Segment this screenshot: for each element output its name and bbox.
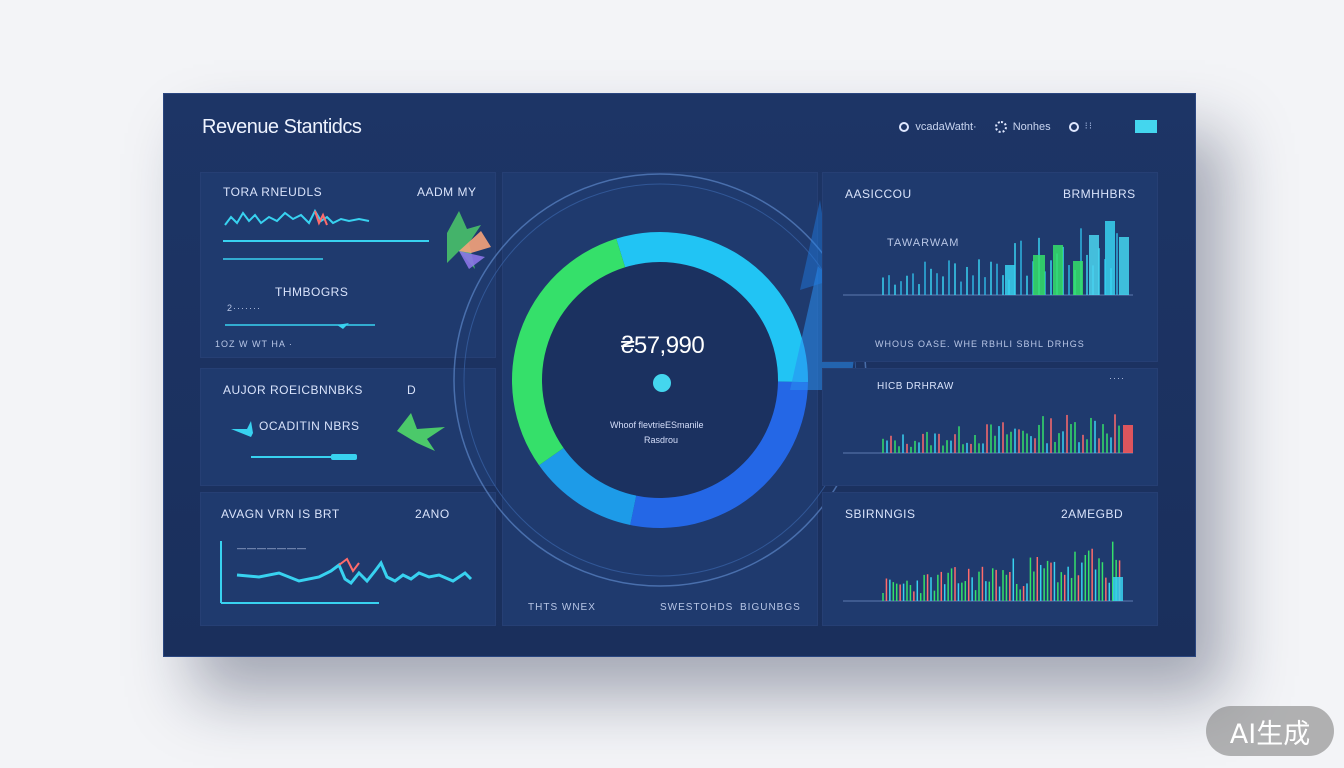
top-right-panel[interactable]: AASICCOU BRMHHBRS TAWARWAM WHOUS OASE. W… bbox=[822, 172, 1158, 362]
circle-icon bbox=[899, 121, 910, 132]
bar-block bbox=[1113, 577, 1123, 601]
bar-block bbox=[1073, 261, 1083, 295]
user-icon bbox=[1068, 121, 1079, 132]
bar-block bbox=[1033, 255, 1045, 295]
top-right-bar-chart bbox=[843, 221, 1133, 296]
grid-icon: ⁝⁝ bbox=[1084, 121, 1093, 132]
donut-caption: Whoof flevtrieESmanile bbox=[610, 420, 704, 430]
top-nav: vcadaWatht· Nonhes ⁝⁝ bbox=[899, 120, 1157, 133]
panel-line: OCADITIN NBRS bbox=[259, 419, 360, 433]
panel-title: AVAGN VRN IS BRT bbox=[221, 507, 340, 521]
total-revenue-panel[interactable]: TORA RNEUDLS AADM MY THMBOGRS 2······· 1… bbox=[200, 172, 496, 358]
panel-aside: D bbox=[407, 383, 417, 397]
nav-item-grid[interactable]: ⁝⁝ bbox=[1068, 121, 1093, 132]
mid-right-panel[interactable]: HICB DRHRAW ···· bbox=[822, 368, 1158, 486]
center-footer-mid: SWESTOHDS bbox=[660, 602, 734, 613]
total-underline bbox=[225, 323, 375, 329]
menu-toggle-button[interactable] bbox=[1135, 120, 1157, 133]
panel-aside: 2ANO bbox=[415, 507, 450, 521]
donut-slice-blue bbox=[630, 381, 808, 528]
panel-aside: ···· bbox=[1109, 373, 1125, 383]
bar-block bbox=[1119, 237, 1129, 295]
panel-title: AASICCOU bbox=[845, 187, 912, 201]
panel-legend: TAWARWAM bbox=[887, 237, 960, 249]
center-footer-left: THTS WNEX bbox=[528, 602, 596, 613]
panel-aside: 2AMEGBD bbox=[1061, 507, 1124, 521]
gear-icon bbox=[994, 120, 1007, 133]
panel-title: HICB DRHRAW bbox=[877, 381, 954, 392]
donut-center-value: ₴57,990 bbox=[621, 332, 705, 359]
bottom-right-panel[interactable]: SBIRNNGIS 2AMEGBD bbox=[822, 492, 1158, 626]
avg-view-sparkline bbox=[220, 541, 473, 604]
bar-block bbox=[1005, 265, 1015, 295]
dashboard-window: Revenue Stantidcs vcadaWatht· Nonhes ⁝⁝ … bbox=[163, 93, 1196, 657]
bar-block bbox=[1053, 245, 1063, 295]
author-panel[interactable]: AUJOR ROEICBNNBKS D OCADITIN NBRS bbox=[200, 368, 496, 486]
bottom-right-bar-chart bbox=[843, 541, 1133, 602]
panel-subline: 2······· bbox=[227, 303, 261, 313]
revenue-sparkline bbox=[223, 208, 491, 269]
panel-aside: AADM MY bbox=[417, 185, 477, 199]
panel-footer: 1OZ W WT HA · bbox=[215, 339, 293, 349]
panel-title: AUJOR ROEICBNNBKS bbox=[223, 383, 363, 397]
donut-slice-cyan bbox=[616, 232, 808, 383]
avg-view-panel[interactable]: AVAGN VRN IS BRT 2ANO ——————— bbox=[200, 492, 496, 626]
panel-title: SBIRNNGIS bbox=[845, 507, 916, 521]
mid-right-bar-chart bbox=[843, 414, 1133, 454]
panel-caption: ——————— bbox=[237, 543, 307, 553]
panel-aside: BRMHHBRS bbox=[1063, 187, 1136, 201]
author-chart bbox=[231, 413, 445, 460]
bar-block bbox=[1123, 425, 1133, 453]
panel-title: TORA RNEUDLS bbox=[223, 185, 323, 199]
nav-item-notes[interactable]: Nonhes bbox=[994, 120, 1051, 133]
donut-caption-2: Rasdrou bbox=[644, 435, 679, 445]
panel-footer: WHOUS OASE. WHE RBHLI SBHL DRHGS bbox=[875, 339, 1085, 349]
page-title: Revenue Stantidcs bbox=[202, 116, 362, 138]
donut-center-dot bbox=[653, 374, 671, 392]
nav-label: vcadaWatht· bbox=[915, 120, 977, 133]
ai-generated-badge: AI生成 bbox=[1206, 706, 1334, 756]
donut-slice-green bbox=[512, 238, 626, 466]
bar-block bbox=[1105, 221, 1115, 295]
center-footer-right: BIGUNBGS bbox=[740, 602, 801, 613]
panel-subtitle: THMBOGRS bbox=[275, 285, 349, 299]
nav-label: Nonhes bbox=[1012, 120, 1051, 133]
nav-item-watch[interactable]: vcadaWatht· bbox=[899, 120, 977, 133]
donut-slice-light-blue bbox=[539, 448, 637, 525]
bar-block bbox=[1089, 235, 1099, 295]
